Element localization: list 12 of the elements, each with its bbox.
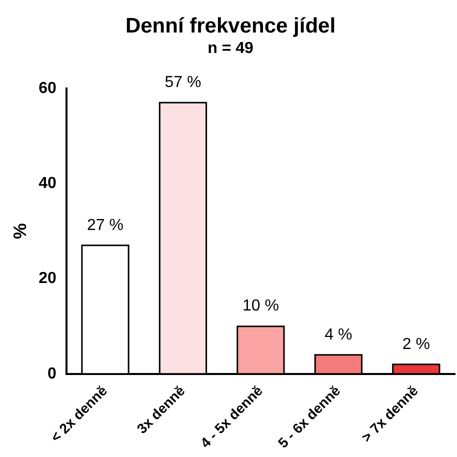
y-tick-label: 0	[47, 365, 56, 382]
y-tick-label: 40	[38, 174, 56, 192]
y-tick-label: 20	[38, 270, 56, 288]
data-label: 27 %	[87, 216, 124, 234]
data-label: 2 %	[402, 336, 430, 353]
y-tick-label: 60	[38, 80, 56, 97]
y-axis-title: %	[10, 223, 30, 240]
data-label: 10 %	[242, 298, 279, 315]
chart-subtitle: n = 49	[208, 40, 254, 58]
data-label: 4 %	[324, 326, 352, 344]
data-label: 57 %	[164, 74, 202, 92]
chart-title: Denní frekvence jídel	[125, 14, 336, 38]
